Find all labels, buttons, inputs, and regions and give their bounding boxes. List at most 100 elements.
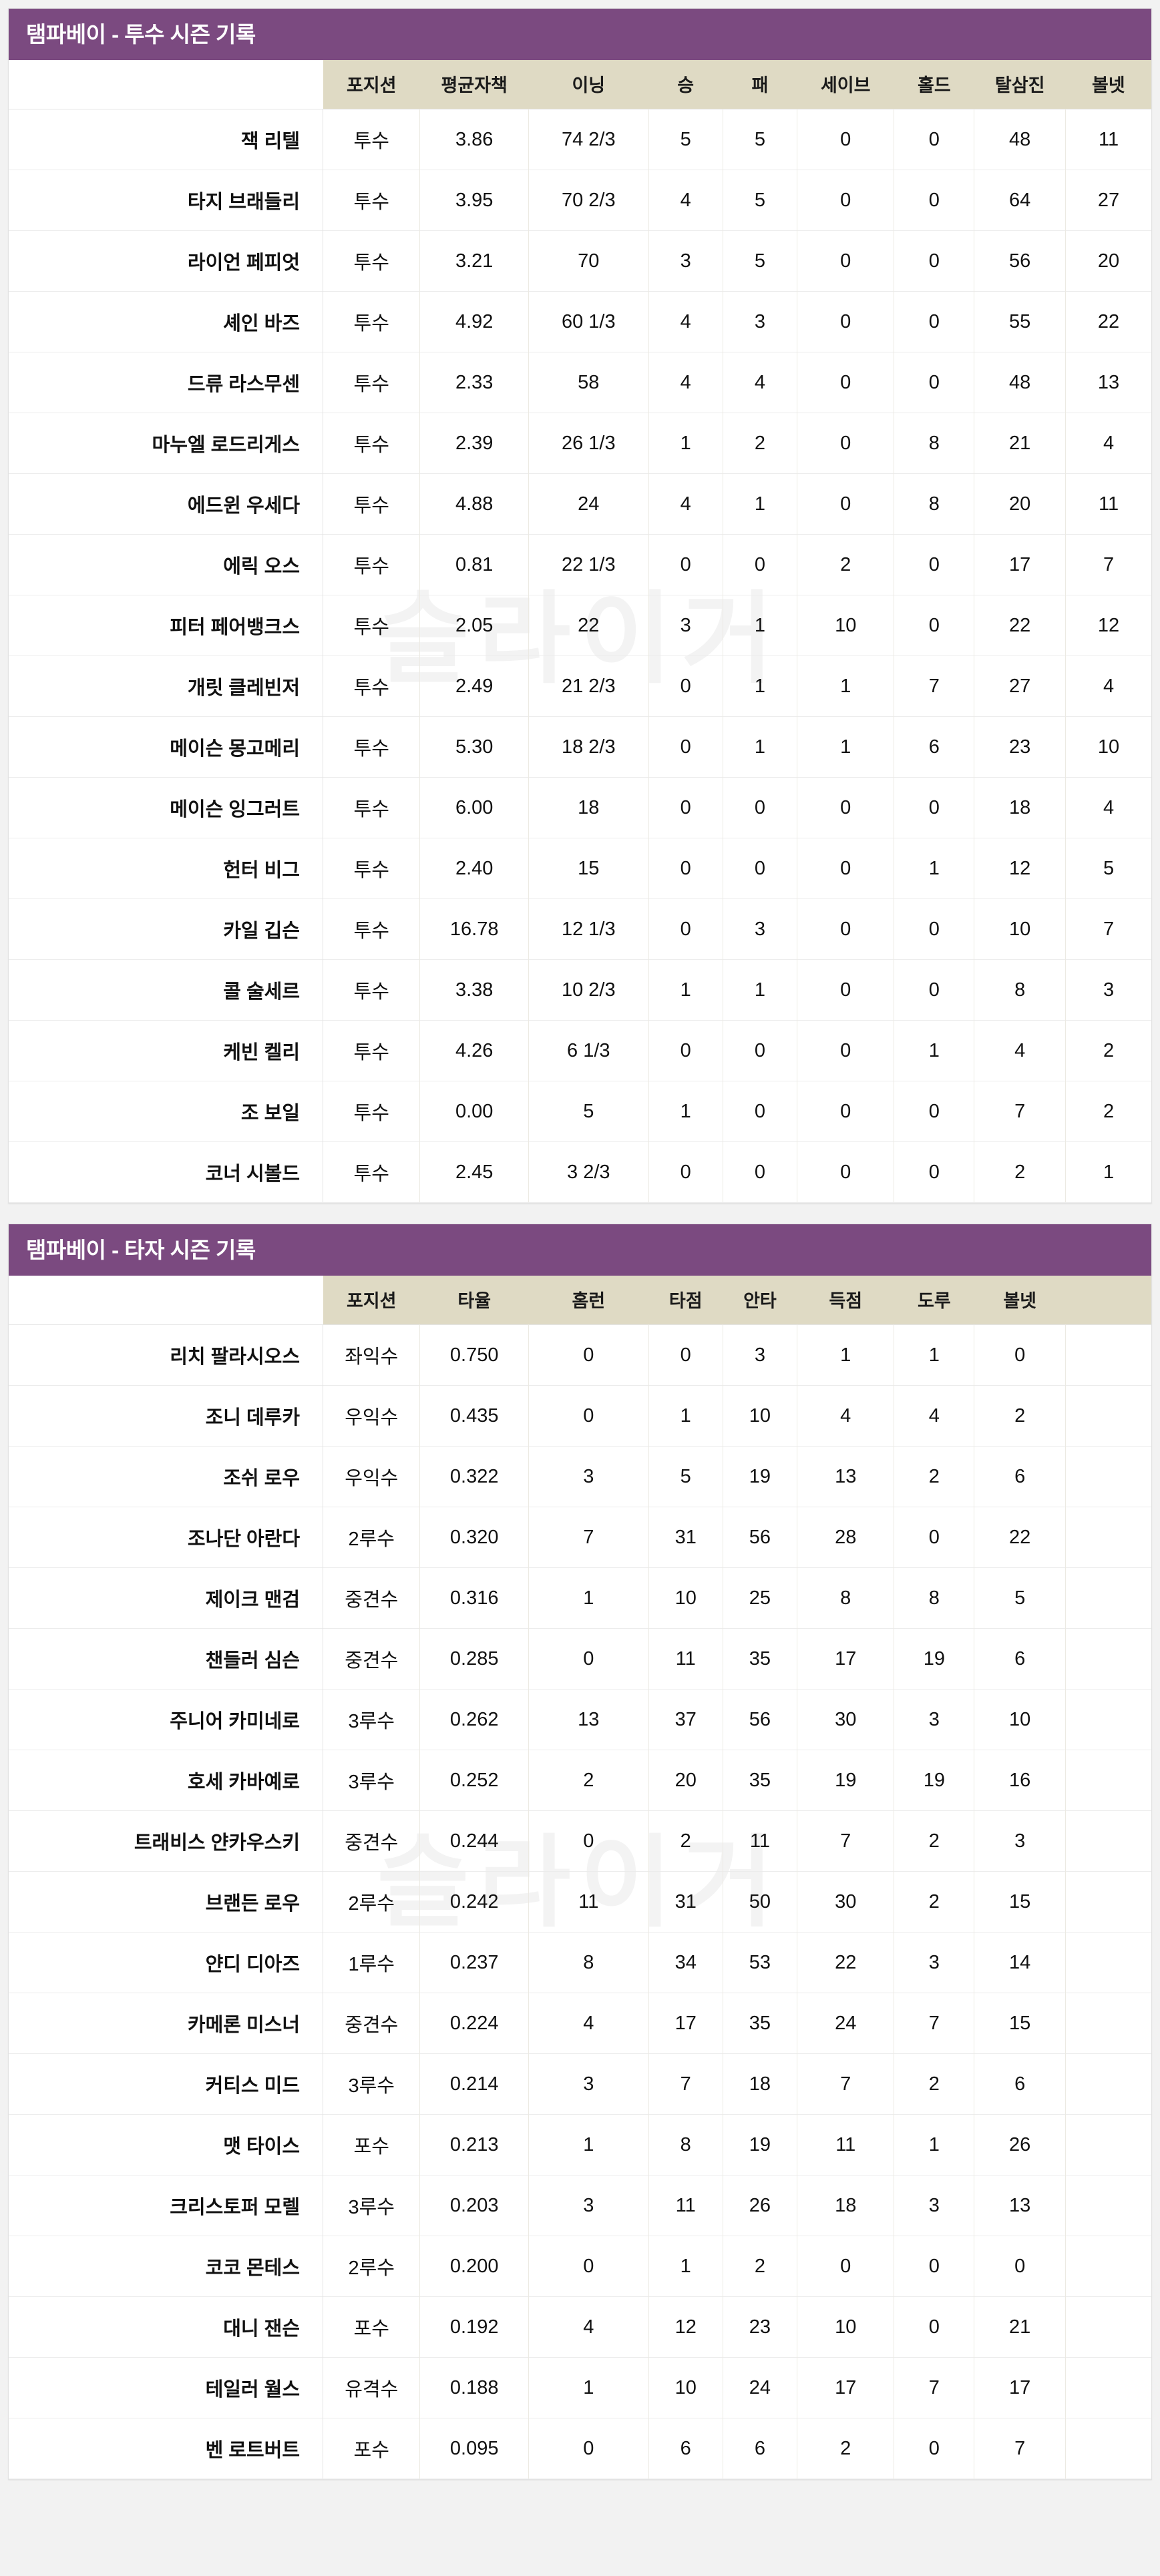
table-row[interactable]: 조쉬 로우 우익수 0.322 3 5 19 13 2 6 — [9, 1446, 1151, 1507]
table-row[interactable]: 헌터 비그 투수 2.40 15 0 0 0 1 12 5 — [9, 838, 1151, 899]
stat-cell — [1065, 1567, 1151, 1629]
table-row[interactable]: 메이슨 몽고메리 투수 5.30 18 2/3 0 1 1 6 23 10 — [9, 716, 1151, 778]
player-name-cell[interactable]: 라이언 페피엇 — [9, 230, 324, 292]
player-name-cell[interactable]: 코코 몬테스 — [9, 2236, 324, 2297]
table-row[interactable]: 조니 데루카 우익수 0.435 0 1 10 4 4 2 — [9, 1385, 1151, 1447]
table-row[interactable]: 크리스토퍼 모렐 3루수 0.203 3 11 26 18 3 13 — [9, 2175, 1151, 2236]
player-name-cell[interactable]: 크리스토퍼 모렐 — [9, 2175, 324, 2236]
batting-col-homeruns[interactable]: 홈런 — [528, 1276, 649, 1325]
table-row[interactable]: 카메론 미스너 중견수 0.224 4 17 35 24 7 15 — [9, 1993, 1151, 2054]
player-name-cell[interactable]: 제이크 맨검 — [9, 1567, 324, 1629]
player-name-cell[interactable]: 주니어 카미네로 — [9, 1689, 324, 1750]
batting-col-hits[interactable]: 안타 — [723, 1276, 797, 1325]
pitching-col-saves[interactable]: 세이브 — [797, 60, 894, 109]
table-row[interactable]: 맷 타이스 포수 0.213 1 8 19 11 1 26 — [9, 2114, 1151, 2175]
pitching-col-wins[interactable]: 승 — [648, 60, 723, 109]
table-row[interactable]: 벤 로트버트 포수 0.095 0 6 6 2 0 7 — [9, 2418, 1151, 2479]
player-name-cell[interactable]: 에드윈 우세다 — [9, 473, 324, 535]
table-row[interactable]: 조 보일 투수 0.00 5 1 0 0 0 7 2 — [9, 1081, 1151, 1142]
player-name-cell[interactable]: 조 보일 — [9, 1081, 324, 1142]
player-name-cell[interactable]: 맷 타이스 — [9, 2114, 324, 2175]
table-row[interactable]: 콜 술세르 투수 3.38 10 2/3 1 1 0 0 8 3 — [9, 959, 1151, 1021]
player-name-cell[interactable]: 조쉬 로우 — [9, 1446, 324, 1507]
pitching-col-walks[interactable]: 볼넷 — [1065, 60, 1151, 109]
stat-cell: 11 — [723, 1810, 798, 1872]
table-row[interactable]: 마누엘 로드리게스 투수 2.39 26 1/3 1 2 0 8 21 4 — [9, 413, 1151, 474]
player-name-cell[interactable]: 개릿 클레빈저 — [9, 656, 324, 717]
player-name-cell[interactable]: 카일 깁슨 — [9, 898, 324, 960]
player-name-cell[interactable]: 리치 팔라시오스 — [9, 1324, 324, 1386]
table-row[interactable]: 코코 몬테스 2루수 0.200 0 1 2 0 0 0 — [9, 2236, 1151, 2297]
table-row[interactable]: 리치 팔라시오스 좌익수 0.750 0 0 3 1 1 0 — [9, 1324, 1151, 1386]
player-name-cell[interactable]: 얀디 디아즈 — [9, 1932, 324, 1993]
player-name-cell[interactable]: 조니 데루카 — [9, 1385, 324, 1447]
table-row[interactable]: 케빈 켈리 투수 4.26 6 1/3 0 0 0 1 4 2 — [9, 1020, 1151, 1081]
player-name-cell[interactable]: 마누엘 로드리게스 — [9, 413, 324, 474]
player-name-cell[interactable]: 셰인 바즈 — [9, 291, 324, 352]
player-name-cell[interactable]: 헌터 비그 — [9, 838, 324, 899]
table-row[interactable]: 타지 브래들리 투수 3.95 70 2/3 4 5 0 0 64 27 — [9, 170, 1151, 231]
player-name-cell[interactable]: 타지 브래들리 — [9, 170, 324, 231]
pitching-col-innings[interactable]: 이닝 — [528, 60, 649, 109]
batting-col-steals[interactable]: 도루 — [894, 1276, 974, 1325]
table-row[interactable]: 개릿 클레빈저 투수 2.49 21 2/3 0 1 1 7 27 4 — [9, 656, 1151, 717]
table-row[interactable]: 에드윈 우세다 투수 4.88 24 4 1 0 8 20 11 — [9, 473, 1151, 535]
stat-cell: 우익수 — [323, 1385, 421, 1447]
player-name-cell[interactable]: 테일러 월스 — [9, 2357, 324, 2418]
table-row[interactable]: 에릭 오스 투수 0.81 22 1/3 0 0 2 0 17 7 — [9, 534, 1151, 595]
table-row[interactable]: 조나단 아란다 2루수 0.320 7 31 56 28 0 22 — [9, 1507, 1151, 1568]
table-row[interactable]: 커티스 미드 3루수 0.214 3 7 18 7 2 6 — [9, 2053, 1151, 2115]
player-name-cell[interactable]: 메이슨 잉그러트 — [9, 777, 324, 838]
table-row[interactable]: 메이슨 잉그러트 투수 6.00 18 0 0 0 0 18 4 — [9, 777, 1151, 838]
player-name-cell[interactable]: 호세 카바예로 — [9, 1750, 324, 1811]
table-row[interactable]: 셰인 바즈 투수 4.92 60 1/3 4 3 0 0 55 22 — [9, 291, 1151, 352]
player-name-cell[interactable]: 코너 시볼드 — [9, 1141, 324, 1203]
table-row[interactable]: 제이크 맨검 중견수 0.316 1 10 25 8 8 5 — [9, 1567, 1151, 1629]
table-row[interactable]: 라이언 페피엇 투수 3.21 70 3 5 0 0 56 20 — [9, 230, 1151, 292]
table-row[interactable]: 드류 라스무센 투수 2.33 58 4 4 0 0 48 13 — [9, 352, 1151, 413]
player-name-cell[interactable]: 조나단 아란다 — [9, 1507, 324, 1568]
batting-col-average[interactable]: 타율 — [419, 1276, 529, 1325]
table-row[interactable]: 잭 리텔 투수 3.86 74 2/3 5 5 0 0 48 11 — [9, 109, 1151, 170]
player-name-cell[interactable]: 대니 잰슨 — [9, 2296, 324, 2358]
player-name-cell[interactable]: 챈들러 심슨 — [9, 1628, 324, 1690]
player-name-cell[interactable]: 메이슨 몽고메리 — [9, 716, 324, 778]
stat-cell: 18 — [974, 777, 1067, 838]
table-row[interactable]: 카일 깁슨 투수 16.78 12 1/3 0 3 0 0 10 7 — [9, 898, 1151, 960]
table-row[interactable]: 코너 시볼드 투수 2.45 3 2/3 0 0 0 0 2 1 — [9, 1141, 1151, 1203]
table-row[interactable]: 트래비스 얀카우스키 중견수 0.244 0 2 11 7 2 3 — [9, 1810, 1151, 1872]
table-row[interactable]: 테일러 월스 유격수 0.188 1 10 24 17 7 17 — [9, 2357, 1151, 2418]
stat-cell: 2 — [528, 1750, 649, 1811]
table-row[interactable]: 호세 카바예로 3루수 0.252 2 20 35 19 19 16 — [9, 1750, 1151, 1811]
player-name-cell[interactable]: 잭 리텔 — [9, 109, 324, 170]
pitching-col-holds[interactable]: 홀드 — [894, 60, 974, 109]
table-row[interactable]: 피터 페어뱅크스 투수 2.05 22 3 1 10 0 22 12 — [9, 595, 1151, 656]
stat-cell: 2 — [723, 413, 798, 474]
player-name-cell[interactable]: 케빈 켈리 — [9, 1020, 324, 1081]
table-row[interactable]: 브랜든 로우 2루수 0.242 11 31 50 30 2 15 — [9, 1871, 1151, 1933]
player-name-cell[interactable]: 피터 페어뱅크스 — [9, 595, 324, 656]
player-name-cell[interactable]: 에릭 오스 — [9, 534, 324, 595]
pitching-col-losses[interactable]: 패 — [723, 60, 797, 109]
batting-col-position[interactable]: 포지션 — [323, 1276, 420, 1325]
stat-cell: 4 — [974, 1020, 1067, 1081]
table-row[interactable]: 대니 잰슨 포수 0.192 4 12 23 10 0 21 — [9, 2296, 1151, 2358]
player-name-cell[interactable]: 카메론 미스너 — [9, 1993, 324, 2054]
pitching-col-position[interactable]: 포지션 — [323, 60, 420, 109]
stat-cell: 10 2/3 — [528, 959, 649, 1021]
player-name-cell[interactable]: 커티스 미드 — [9, 2053, 324, 2115]
batting-col-runs[interactable]: 득점 — [797, 1276, 894, 1325]
table-row[interactable]: 챈들러 심슨 중견수 0.285 0 11 35 17 19 6 — [9, 1628, 1151, 1690]
table-row[interactable]: 얀디 디아즈 1루수 0.237 8 34 53 22 3 14 — [9, 1932, 1151, 1993]
table-row[interactable]: 주니어 카미네로 3루수 0.262 13 37 56 30 3 10 — [9, 1689, 1151, 1750]
player-name-cell[interactable]: 콜 술세르 — [9, 959, 324, 1021]
player-name-cell[interactable]: 벤 로트버트 — [9, 2418, 324, 2479]
pitching-col-strikeouts[interactable]: 탈삼진 — [974, 60, 1066, 109]
pitching-col-era[interactable]: 평균자책 — [419, 60, 529, 109]
player-name-cell[interactable]: 브랜든 로우 — [9, 1871, 324, 1933]
player-name-cell[interactable]: 트래비스 얀카우스키 — [9, 1810, 324, 1872]
batting-col-walks[interactable]: 볼넷 — [974, 1276, 1066, 1325]
player-name-cell[interactable]: 드류 라스무센 — [9, 352, 324, 413]
batting-col-rbi[interactable]: 타점 — [648, 1276, 723, 1325]
pitching-table-head: 포지션 평균자책 이닝 승 패 세이브 홀드 탈삼진 볼넷 — [9, 60, 1151, 109]
